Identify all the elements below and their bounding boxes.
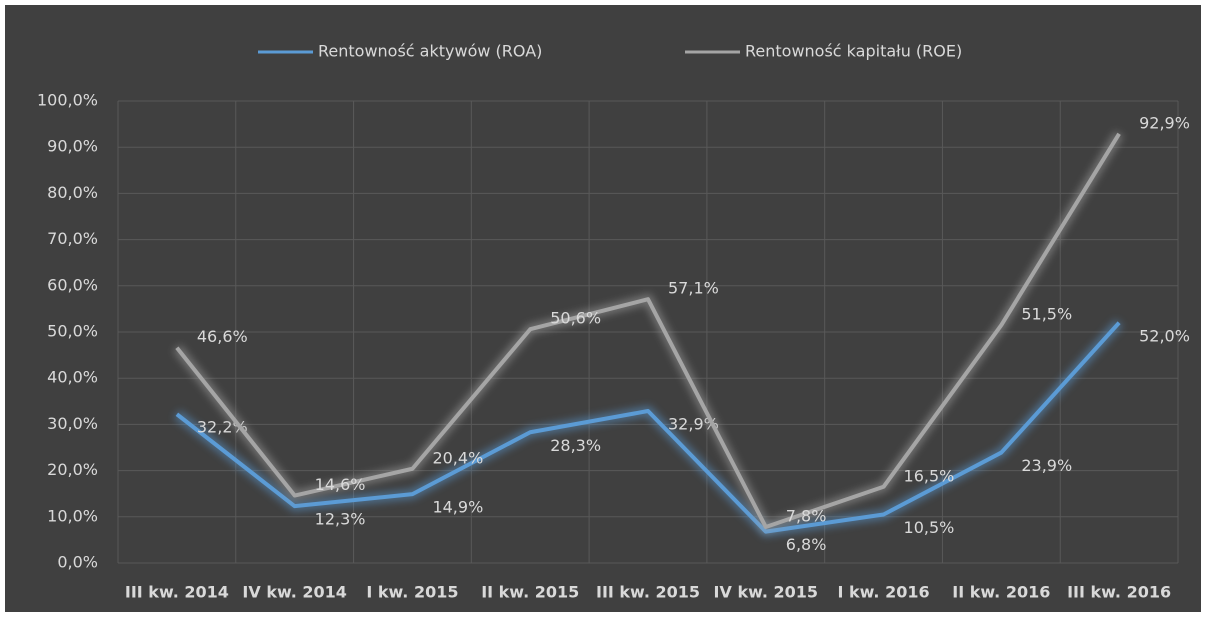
data-label: 92,9% — [1139, 113, 1190, 132]
series-line — [175, 321, 1121, 534]
x-tick-label: I kw. 2015 — [366, 583, 458, 602]
y-tick-label: 40,0% — [47, 368, 98, 387]
x-tick-label: IV kw. 2015 — [714, 583, 818, 602]
y-tick-label: 30,0% — [47, 414, 98, 433]
data-label: 46,6% — [197, 327, 248, 346]
y-tick-label: 50,0% — [47, 322, 98, 341]
data-label: 10,5% — [904, 518, 955, 537]
series-line — [175, 132, 1121, 529]
x-tick-label: IV kw. 2014 — [242, 583, 346, 602]
legend-label: Rentowność aktywów (ROA) — [318, 42, 542, 61]
y-tick-label: 90,0% — [47, 137, 98, 156]
y-tick-label: 60,0% — [47, 275, 98, 294]
data-label: 12,3% — [315, 510, 366, 529]
data-label: 20,4% — [432, 448, 483, 467]
data-label: 51,5% — [1021, 305, 1072, 324]
data-label: 28,3% — [550, 436, 601, 455]
data-label: 50,6% — [550, 309, 601, 328]
y-tick-label: 20,0% — [47, 460, 98, 479]
data-label: 16,5% — [904, 466, 955, 485]
x-tick-label: III kw. 2016 — [1067, 583, 1171, 602]
x-tick-label: III kw. 2015 — [596, 583, 700, 602]
data-label: 23,9% — [1021, 456, 1072, 475]
y-tick-label: 80,0% — [47, 183, 98, 202]
y-tick-label: 0,0% — [57, 553, 98, 572]
data-label: 57,1% — [668, 279, 719, 298]
legend-label: Rentowność kapitału (ROE) — [745, 42, 962, 61]
x-tick-label: II kw. 2016 — [952, 583, 1050, 602]
x-tick-label: I kw. 2016 — [838, 583, 930, 602]
data-label: 7,8% — [786, 506, 827, 525]
data-label: 52,0% — [1139, 326, 1190, 345]
x-tick-label: II kw. 2015 — [481, 583, 579, 602]
data-label: 14,9% — [432, 498, 483, 517]
data-label: 6,8% — [786, 535, 827, 554]
data-label: 14,6% — [315, 475, 366, 494]
y-tick-label: 100,0% — [37, 91, 98, 110]
y-tick-label: 70,0% — [47, 229, 98, 248]
y-tick-label: 10,0% — [47, 506, 98, 525]
x-tick-label: III kw. 2014 — [125, 583, 229, 602]
